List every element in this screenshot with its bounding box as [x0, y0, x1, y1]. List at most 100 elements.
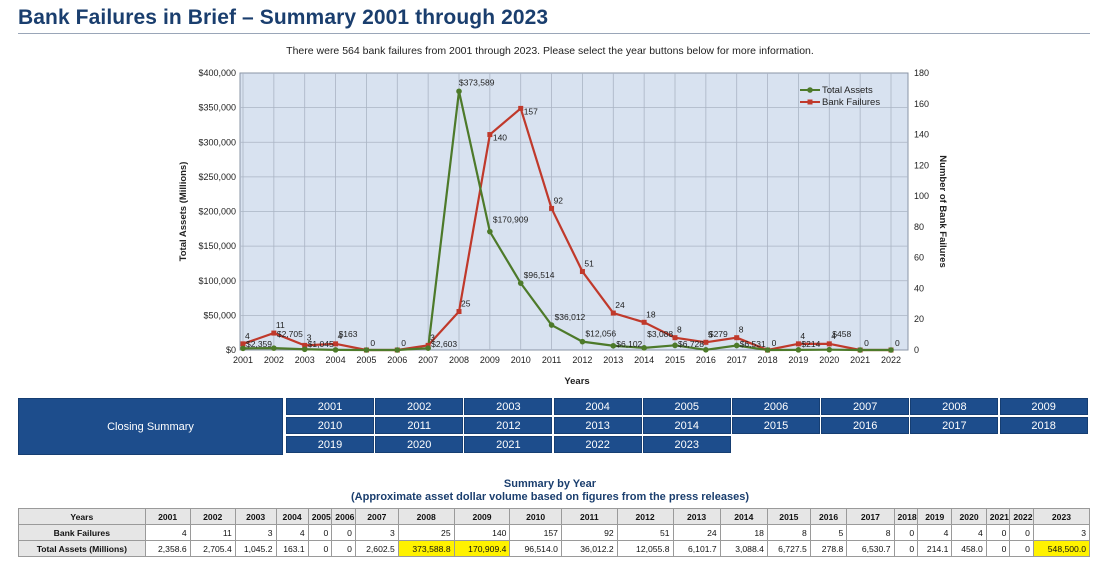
summary-cell: 0: [307, 524, 333, 541]
total-assets-data-label: $214: [801, 339, 820, 349]
summary-cell: 0: [331, 524, 356, 541]
year-button-2017[interactable]: 2017: [910, 417, 999, 435]
y-left-tick-label: $50,000: [203, 310, 236, 320]
summary-year-header: 2018: [893, 508, 919, 525]
total-assets-point: [610, 342, 617, 349]
total-assets-data-label: $3,088: [647, 329, 673, 339]
year-button-2010[interactable]: 2010: [286, 417, 374, 435]
total-assets-data-label: $2,359: [246, 339, 272, 349]
bank-failures-data-label: 0: [864, 338, 869, 348]
summary-year-header: 2017: [846, 508, 895, 525]
bank-failures-data-label: 4: [245, 331, 250, 341]
summary-year-header: 2012: [616, 508, 674, 525]
summary-cell: 0: [985, 540, 1011, 557]
page-title: Bank Failures in Brief – Summary 2001 th…: [18, 6, 549, 29]
total-assets-point: [888, 347, 894, 353]
summary-year-header: 2015: [766, 508, 811, 525]
total-assets-data-label: $170,909: [493, 215, 529, 225]
summary-year-header: 2010: [509, 508, 562, 525]
y-right-tick-label: 180: [914, 68, 929, 78]
summary-cell: 18: [719, 524, 768, 541]
y-left-tick-label: $100,000: [198, 276, 236, 286]
bank-failures-data-label: 8: [739, 325, 744, 335]
year-button-2015[interactable]: 2015: [732, 417, 820, 435]
y-right-axis-title: Number of Bank Failures: [937, 155, 948, 267]
summary-year-header: 2013: [672, 508, 721, 525]
bank-failures-data-label: 140: [493, 133, 507, 143]
year-button-2012[interactable]: 2012: [464, 417, 553, 435]
year-button-2021[interactable]: 2021: [464, 436, 553, 454]
year-button-2006[interactable]: 2006: [732, 398, 820, 415]
x-tick-label: 2013: [603, 355, 623, 365]
bank-failures-data-label: 4: [800, 331, 805, 341]
summary-cell: 3: [1032, 524, 1091, 541]
x-tick-label: 2001: [233, 355, 253, 365]
total-assets-line: [242, 91, 891, 352]
y-right-tick-label: 120: [914, 160, 929, 170]
summary-cell: 0: [893, 540, 919, 557]
x-tick-label: 2011: [542, 355, 561, 365]
summary-subheading: (Approximate asset dollar volume based o…: [351, 491, 749, 503]
year-button-2002[interactable]: 2002: [375, 398, 464, 415]
x-tick-label: 2005: [356, 355, 376, 365]
year-button-2003[interactable]: 2003: [464, 398, 553, 415]
year-button-2022[interactable]: 2022: [553, 436, 642, 454]
summary-cell: 278.8: [809, 540, 848, 557]
bank-failures-data-label: 18: [646, 309, 656, 319]
year-button-2001[interactable]: 2001: [286, 398, 374, 415]
year-button-2013[interactable]: 2013: [553, 417, 642, 435]
x-tick-label: 2019: [788, 355, 808, 365]
bank-failures-data-label: 0: [401, 338, 406, 348]
summary-row-label: Total Assets (Millions): [18, 540, 146, 557]
year-button-2005[interactable]: 2005: [642, 398, 731, 415]
bank-failures-data-label: 0: [895, 338, 900, 348]
y-left-tick-label: $200,000: [198, 207, 236, 217]
bank-failures-data-label: 3: [307, 332, 312, 342]
total-assets-data-label: $279: [709, 329, 728, 339]
total-assets-data-label: $96,514: [524, 270, 555, 280]
year-button-2014[interactable]: 2014: [642, 417, 731, 435]
closing-summary-button[interactable]: Closing Summary: [18, 398, 283, 455]
total-assets-point: [548, 322, 555, 328]
summary-cell: 4: [917, 524, 953, 541]
year-button-2008[interactable]: 2008: [910, 398, 999, 415]
summary-year-header: 2023: [1032, 508, 1091, 525]
bank-failures-point: [487, 132, 493, 138]
summary-cell: 0: [1009, 540, 1034, 557]
year-button-2009[interactable]: 2009: [999, 398, 1088, 415]
summary-year-header: 2019: [917, 508, 953, 525]
bank-failures-data-label: 11: [276, 320, 285, 330]
year-button-2019[interactable]: 2019: [286, 436, 374, 454]
year-button-2007[interactable]: 2007: [821, 398, 910, 415]
year-button-2004[interactable]: 2004: [553, 398, 642, 415]
summary-row: Bank Failures 4 11 3 4 0 0 3 25 140 157 92 51 24 18 8 5 8…: [18, 524, 1091, 541]
page-subtitle: There were 564 bank failures from 2001 t…: [286, 45, 814, 57]
total-assets-data-label: $6,531: [740, 339, 766, 349]
legend-total-assets-marker: [807, 87, 813, 93]
year-button-2023[interactable]: 2023: [642, 436, 731, 454]
bank-failures-line: [242, 106, 891, 352]
summary-cell: 24: [672, 524, 721, 541]
total-assets-point: [517, 280, 524, 286]
summary-row: Total Assets (Millions) 2,358.6 2,705.4 1,0…: [18, 540, 1091, 557]
summary-cell: 0: [1009, 524, 1034, 541]
summary-cell: 5: [809, 524, 848, 541]
summary-cell: 6,101.7: [672, 540, 721, 557]
x-tick-label: 2015: [665, 355, 685, 365]
year-button-2018[interactable]: 2018: [999, 417, 1088, 435]
bank-failures-data-label: 157: [524, 106, 538, 116]
summary-year-header: 2006: [331, 508, 356, 525]
x-tick-label: 2007: [418, 355, 438, 365]
summary-cell: 170,909.4: [453, 540, 511, 557]
year-button-2020[interactable]: 2020: [375, 436, 464, 454]
x-tick-label: 2010: [511, 355, 531, 365]
bank-failures-data-label: 25: [461, 299, 471, 309]
total-assets-point: [641, 345, 647, 351]
bank-failures-point: [549, 205, 555, 211]
bank-failures-point: [579, 269, 585, 275]
summary-cell: 92: [560, 524, 618, 541]
x-tick-label: 2006: [387, 355, 407, 365]
year-button-2016[interactable]: 2016: [821, 417, 910, 435]
year-button-2011[interactable]: 2011: [375, 417, 464, 435]
x-tick-label: 2008: [449, 355, 469, 365]
